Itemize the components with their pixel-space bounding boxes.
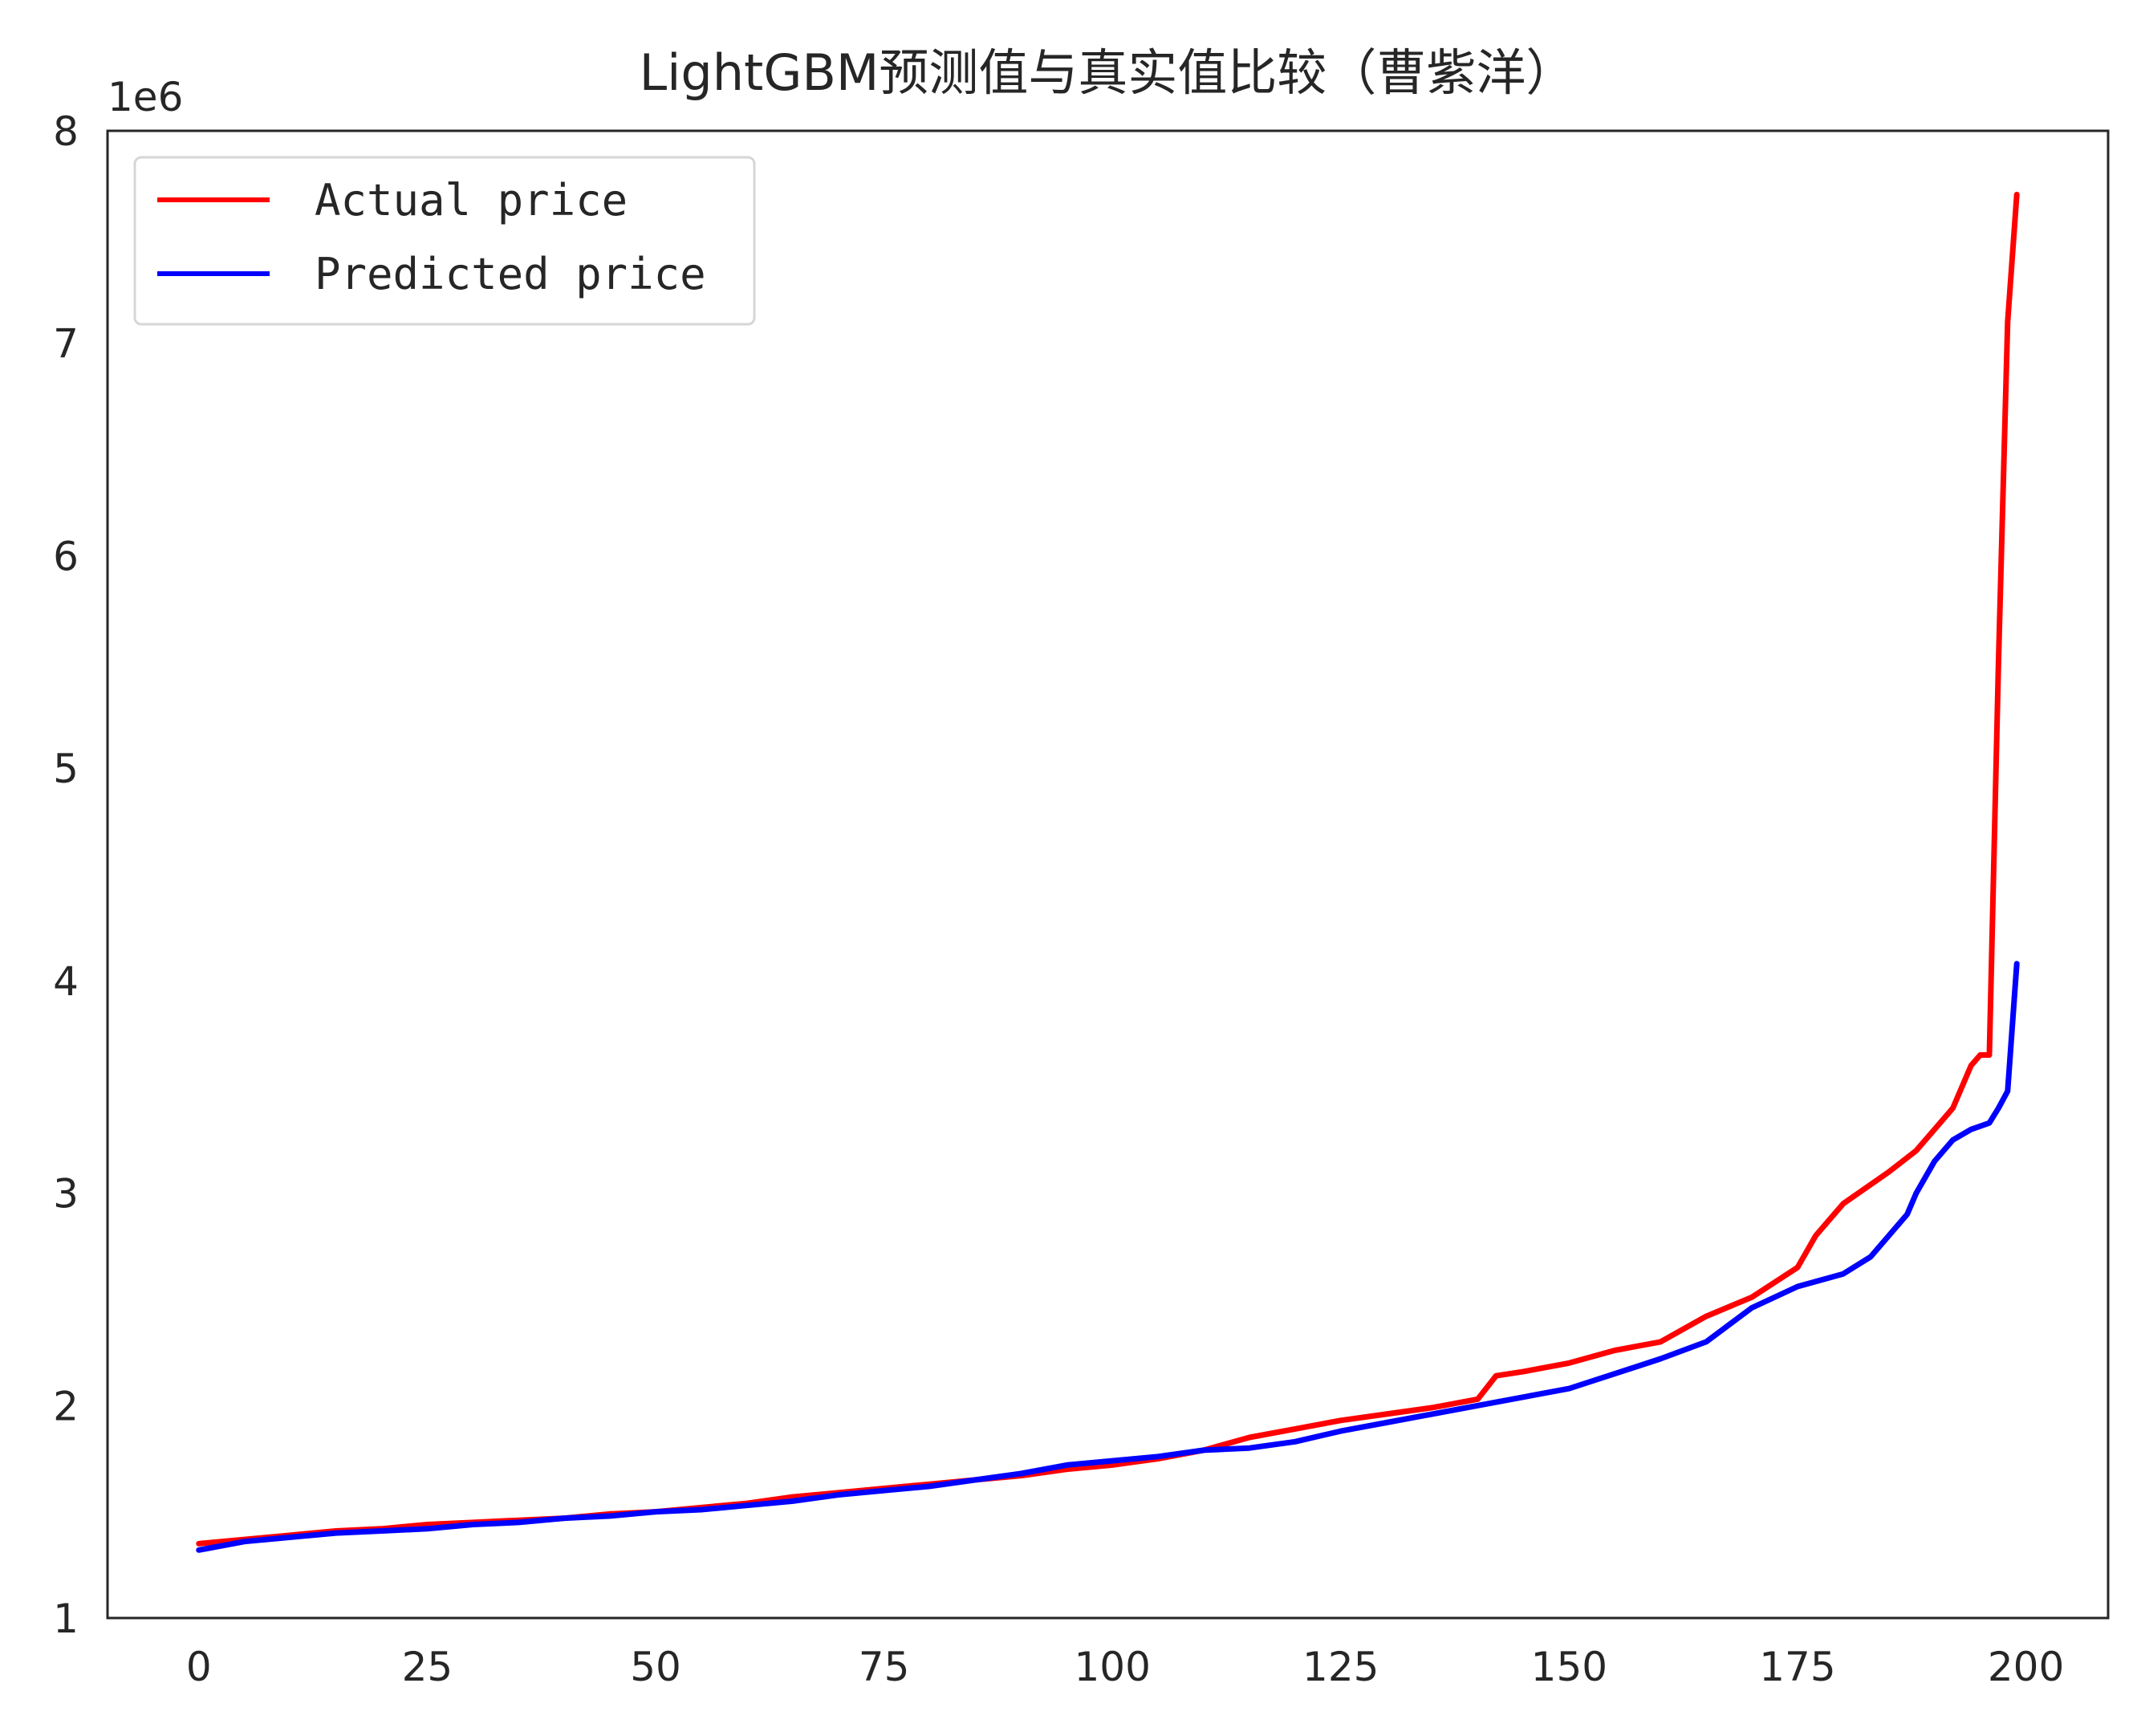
x-tick-label-125: 125	[1302, 1644, 1379, 1690]
x-tick-label-75: 75	[859, 1644, 910, 1690]
y-tick-label-4: 4	[53, 958, 79, 1005]
series-layer	[196, 191, 2020, 1553]
x-tick-label-150: 150	[1531, 1644, 1607, 1690]
y-axis: 1 2 3 4 5 6 7 8	[53, 108, 79, 1642]
series-line-predicted-price	[196, 961, 2020, 1553]
x-tick-label-200: 200	[1988, 1644, 2064, 1690]
chart-title: LightGBM预测值与真实值比较（曹紫洋）	[640, 43, 1576, 102]
y-tick-label-1: 1	[53, 1596, 79, 1642]
y-tick-label-7: 7	[53, 321, 79, 368]
x-axis: 0 25 50 75 100 125 150 175 200	[186, 1644, 2064, 1690]
y-tick-label-5: 5	[53, 746, 79, 792]
x-tick-label-25: 25	[402, 1644, 453, 1690]
x-tick-label-0: 0	[186, 1644, 212, 1690]
legend: Actual price Predicted price	[133, 156, 756, 326]
y-tick-label-2: 2	[53, 1383, 79, 1429]
legend-label-predicted: Predicted price	[315, 249, 706, 299]
y-tick-label-8: 8	[53, 108, 79, 155]
legend-label-actual: Actual price	[315, 175, 628, 226]
x-tick-label-175: 175	[1759, 1644, 1835, 1690]
y-offset-label: 1e6	[108, 74, 183, 120]
legend-box	[133, 156, 756, 326]
x-tick-label-50: 50	[630, 1644, 681, 1690]
x-tick-label-100: 100	[1074, 1644, 1150, 1690]
y-tick-label-6: 6	[53, 533, 79, 579]
plot-frame	[106, 129, 2110, 1620]
y-tick-label-3: 3	[53, 1171, 79, 1218]
